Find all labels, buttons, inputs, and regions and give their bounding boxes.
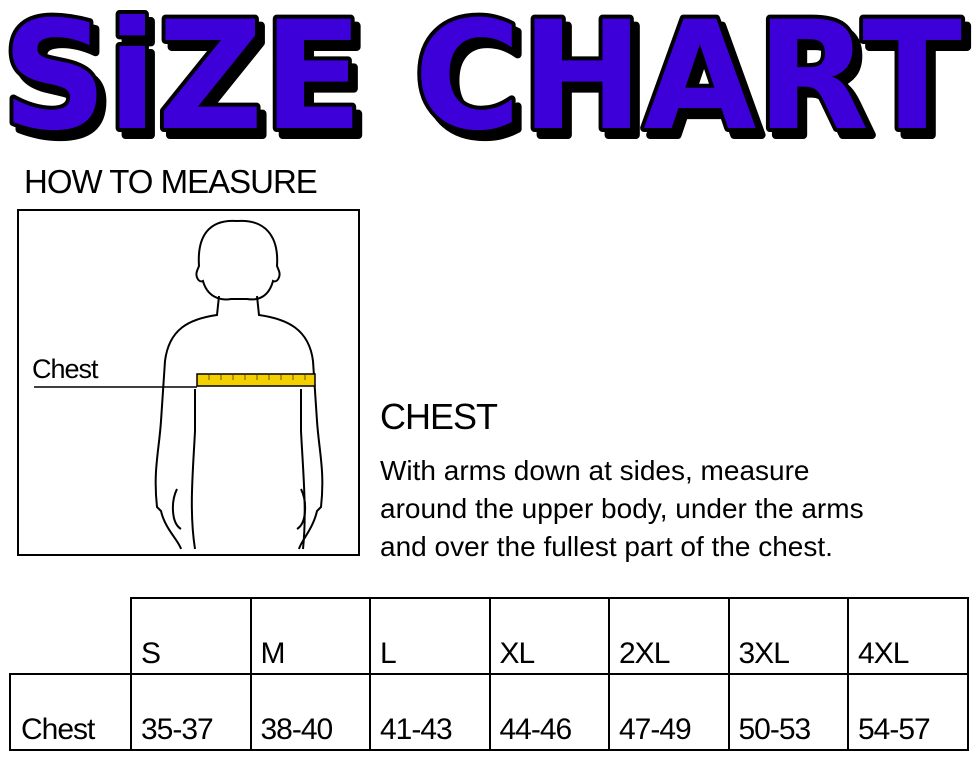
measurement-cell: 38-40 bbox=[249, 673, 371, 751]
size-header-cell: M bbox=[249, 597, 371, 675]
size-header-cell: L bbox=[369, 597, 491, 675]
title-text: SiZE CHART bbox=[2, 0, 962, 145]
table-row: Chest 35-37 38-40 41-43 44-46 47-49 50-5… bbox=[9, 673, 969, 751]
size-header-cell: 4XL bbox=[847, 597, 969, 675]
measurement-cell: 54-57 bbox=[847, 673, 969, 751]
how-to-measure-heading: HOW TO MEASURE bbox=[24, 163, 318, 200]
measurement-cell: 47-49 bbox=[608, 673, 730, 751]
measuring-tape bbox=[196, 373, 316, 387]
row-label: Chest bbox=[9, 673, 132, 751]
measurement-cell: 41-43 bbox=[369, 673, 491, 751]
chest-figure-label: Chest bbox=[32, 354, 99, 384]
instruction-line: With arms down at sides, measure bbox=[380, 455, 810, 486]
size-table: S M L XL 2XL 3XL 4XL Chest 35-37 38-40 4… bbox=[9, 597, 969, 751]
measure-figure bbox=[17, 209, 360, 556]
size-header-row: S M L XL 2XL 3XL 4XL bbox=[10, 597, 969, 675]
chest-instructions: With arms down at sides, measure around … bbox=[380, 452, 978, 566]
measurement-cell: 44-46 bbox=[488, 673, 610, 751]
measurement-cell: 35-37 bbox=[130, 673, 252, 751]
instruction-line: around the upper body, under the arms bbox=[380, 493, 864, 524]
size-chart-title: SiZE CHART bbox=[0, 0, 966, 145]
size-header-cell: XL bbox=[488, 597, 610, 675]
chest-section-title: CHEST bbox=[380, 396, 498, 437]
instruction-line: and over the fullest part of the chest. bbox=[380, 531, 833, 562]
size-header-cell: S bbox=[130, 597, 252, 675]
body-outline-illustration bbox=[34, 219, 324, 550]
size-header-cell: 2XL bbox=[608, 597, 730, 675]
measurement-cell: 50-53 bbox=[727, 673, 849, 751]
corner-cell bbox=[10, 598, 132, 675]
size-header-cell: 3XL bbox=[727, 597, 849, 675]
